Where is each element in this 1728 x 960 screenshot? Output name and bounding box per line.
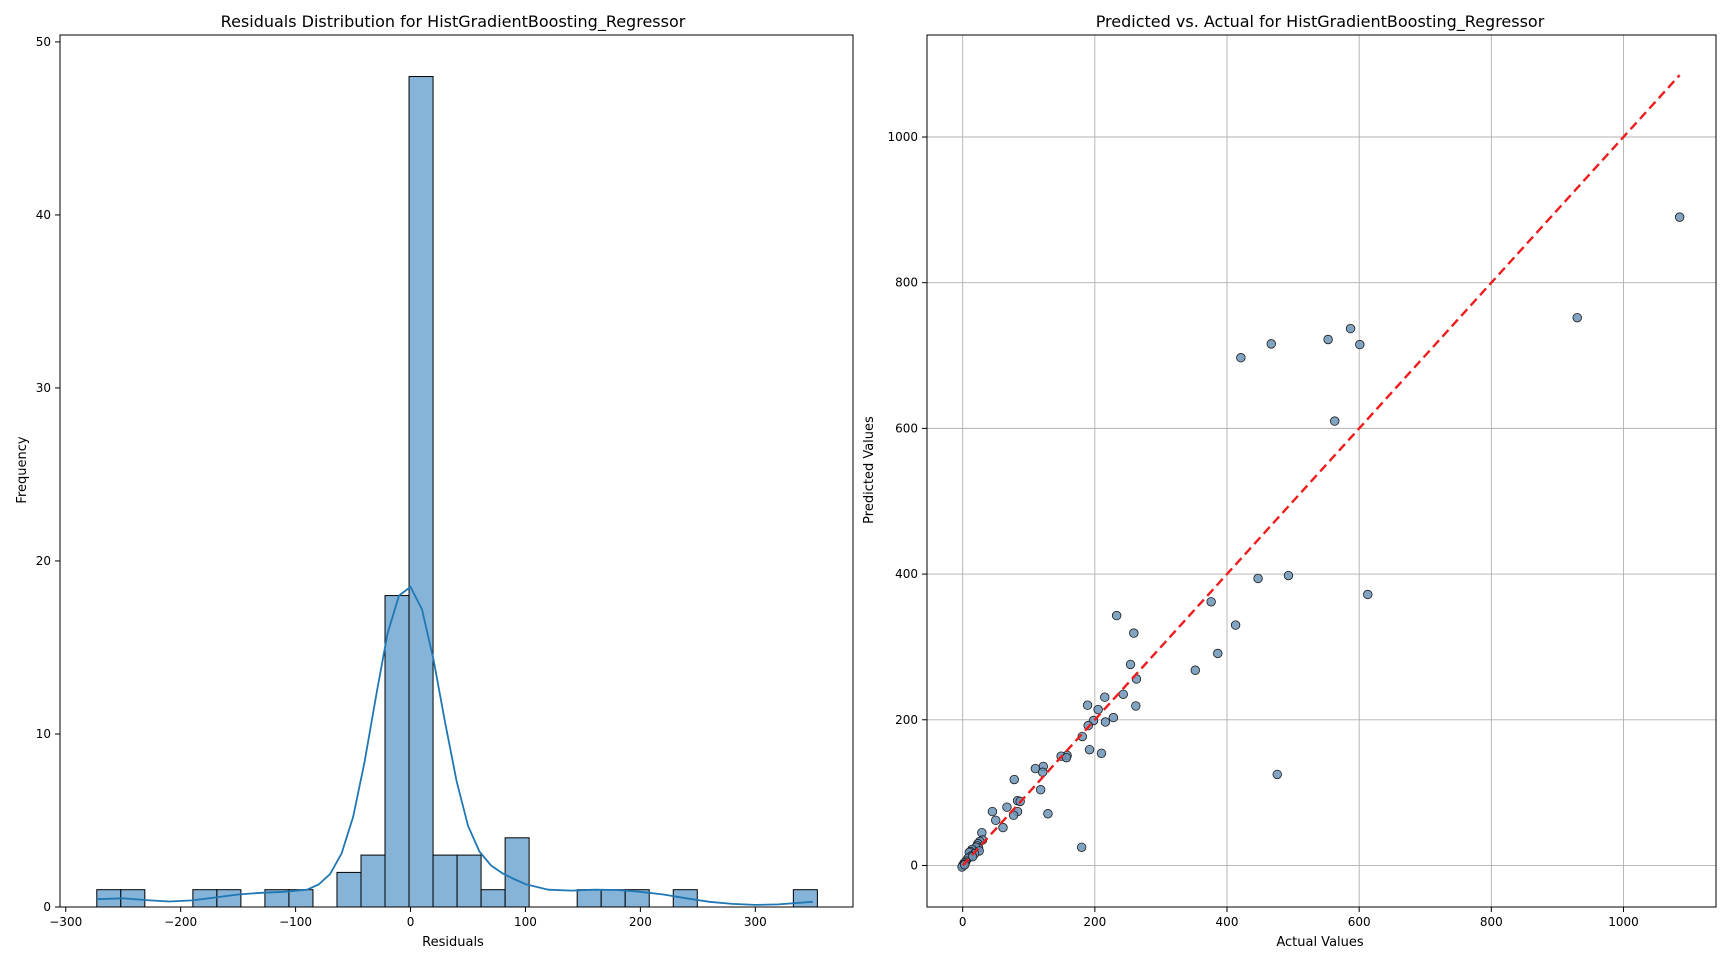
scatter-point xyxy=(1061,752,1072,763)
scatter-point xyxy=(1035,785,1046,795)
hist-y-axis-label: Frequency xyxy=(15,436,30,503)
scatter-point xyxy=(1096,748,1107,758)
hist-x-tick-label: 300 xyxy=(744,915,767,929)
histogram-bar xyxy=(432,854,458,908)
hist-y-tick-label: 0 xyxy=(43,900,51,914)
hist-axes-frame xyxy=(59,34,854,908)
scatter-point xyxy=(1129,628,1139,638)
hist-y-tick-label: 10 xyxy=(36,727,51,741)
scatter-point xyxy=(1037,767,1048,777)
scatter-point xyxy=(1230,620,1241,630)
histogram-bar xyxy=(600,889,626,908)
scatter-point xyxy=(1131,701,1141,711)
scatter-point xyxy=(998,822,1008,833)
scatter-y-tick-label: 800 xyxy=(895,276,918,290)
histogram-bar xyxy=(456,854,482,908)
scatter-point xyxy=(1093,704,1103,715)
scatter-point xyxy=(1118,689,1128,699)
hist-y-tick-label: 30 xyxy=(36,381,51,395)
scatter-y-tick-label: 1000 xyxy=(887,130,918,144)
scatter-point xyxy=(1345,323,1356,334)
hist-y-tick-label: 50 xyxy=(36,35,51,49)
scatter-point xyxy=(1572,312,1582,323)
histogram-bar xyxy=(384,595,410,908)
scatter-axes-frame xyxy=(926,34,1717,908)
scatter-point xyxy=(1206,597,1216,607)
scatter-y-axis-label: Predicted Values xyxy=(862,416,877,524)
scatter-point xyxy=(1100,717,1111,727)
scatter-x-tick-label: 600 xyxy=(1348,915,1371,929)
hist-y-tick-label: 40 xyxy=(36,208,51,222)
scatter-point xyxy=(1253,573,1263,584)
hist-x-axis-label: Residuals xyxy=(422,935,484,950)
hist-x-tick-label: 200 xyxy=(629,915,652,929)
scatter-y-tick-label: 0 xyxy=(910,858,918,872)
scatter-point xyxy=(1009,774,1019,785)
scatter-x-tick-label: 800 xyxy=(1480,915,1503,929)
scatter-x-tick-label: 0 xyxy=(959,915,967,929)
scatter-point xyxy=(1363,589,1373,600)
scatter-point xyxy=(967,852,978,862)
scatter-point xyxy=(1266,339,1276,349)
hist-y-tick-label: 20 xyxy=(36,554,51,568)
predicted-vs-actual-panel: Predicted vs. Actual for HistGradientBoo… xyxy=(862,12,1717,950)
histogram-bar xyxy=(288,889,314,908)
scatter-point xyxy=(1084,744,1095,755)
histogram-bar xyxy=(576,889,602,908)
scatter-x-axis-label: Actual Values xyxy=(1276,935,1364,950)
scatter-x-tick-label: 1000 xyxy=(1608,915,1639,929)
residuals-histogram-panel: Residuals Distribution for HistGradientB… xyxy=(15,12,854,950)
scatter-title: Predicted vs. Actual for HistGradientBoo… xyxy=(1096,12,1545,32)
scatter-point xyxy=(1236,353,1246,363)
scatter-plot-area: 0 200 400 600 800 1000 0 200 400 600 800 1000 xyxy=(887,35,1716,929)
hist-x-tick-label: −100 xyxy=(279,915,312,929)
scatter-point xyxy=(1111,610,1122,621)
scatter-point xyxy=(987,806,998,817)
identity-reference-line xyxy=(961,74,1681,867)
scatter-x-tick-label: 400 xyxy=(1216,915,1239,929)
scatter-point xyxy=(991,815,1001,826)
scatter-point xyxy=(1330,416,1340,426)
kde-curve xyxy=(96,585,813,906)
hist-x-tick-label: 0 xyxy=(407,915,415,929)
scatter-point xyxy=(1002,802,1012,812)
hist-x-tick-label: −200 xyxy=(164,915,197,929)
histogram-bar xyxy=(336,871,362,908)
histogram-bar xyxy=(792,889,818,908)
scatter-point xyxy=(1323,334,1333,345)
scatter-point xyxy=(1125,659,1136,670)
hist-title: Residuals Distribution for HistGradientB… xyxy=(221,12,686,32)
scatter-point xyxy=(1272,769,1282,780)
hist-x-tick-label: 100 xyxy=(514,915,537,929)
scatter-point xyxy=(1283,570,1294,581)
scatter-point xyxy=(1100,692,1110,702)
hist-x-tick-label: −300 xyxy=(49,915,82,929)
scatter-point xyxy=(1355,339,1365,350)
scatter-x-tick-label: 200 xyxy=(1083,915,1106,929)
scatter-y-tick-label: 400 xyxy=(895,567,918,581)
scatter-point xyxy=(1043,809,1053,819)
scatter-point xyxy=(1213,648,1223,659)
scatter-point xyxy=(1674,212,1685,222)
scatter-point xyxy=(1082,700,1093,710)
scatter-y-tick-label: 200 xyxy=(895,713,918,727)
histogram-bar xyxy=(480,889,506,908)
histogram-bar xyxy=(504,837,530,908)
scatter-point xyxy=(1190,665,1200,675)
scatter-y-tick-label: 600 xyxy=(895,421,918,435)
scatter-point xyxy=(1076,842,1087,852)
histogram-bar xyxy=(216,889,242,908)
scatter-point xyxy=(1108,712,1119,723)
histogram-bar xyxy=(360,854,386,908)
hist-plot-area: −300 −200 −100 0 100 200 300 0 10 20 30 40 50 xyxy=(36,35,818,929)
histogram-bar xyxy=(408,76,434,908)
